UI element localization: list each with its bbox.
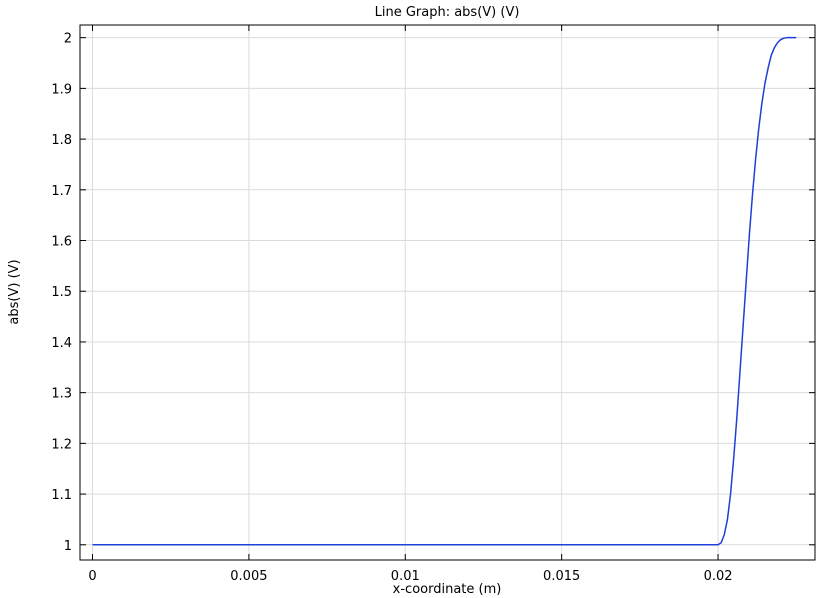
x-tick-label: 0.015 <box>543 569 580 584</box>
series-layer <box>92 36 797 546</box>
x-tick-label: 0 <box>88 569 96 584</box>
ticks <box>80 25 815 560</box>
y-tick-label: 1.8 <box>51 133 72 148</box>
y-tick-label: 2 <box>64 32 72 47</box>
y-tick-label: 1.1 <box>51 488 72 503</box>
x-tick-label: 0.02 <box>704 569 733 584</box>
y-tick-label: 1 <box>64 539 72 554</box>
y-axis-label: abs(V) (V) <box>7 259 22 324</box>
chart-title: Line Graph: abs(V) (V) <box>375 5 520 20</box>
y-tick-label: 1.3 <box>51 387 72 402</box>
y-tick-label: 1.9 <box>51 82 72 97</box>
y-tick-label: 1.2 <box>51 437 72 452</box>
y-tick-label: 1.7 <box>51 184 72 199</box>
x-axis-label: x-coordinate (m) <box>393 582 502 597</box>
y-tick-label: 1.5 <box>51 285 72 300</box>
y-tick-label: 1.6 <box>51 235 72 250</box>
tick-labels: 0 0.005 0.01 0.015 0.02 1 1.1 1.2 1.3 1.4 1.5 1.6 1.… <box>51 32 732 584</box>
x-tick-label: 0.01 <box>391 569 420 584</box>
y-tick-label: 1.4 <box>51 336 72 351</box>
plot-frame <box>79 24 816 561</box>
x-tick-label: 0.005 <box>230 569 267 584</box>
series-line <box>92 36 797 546</box>
